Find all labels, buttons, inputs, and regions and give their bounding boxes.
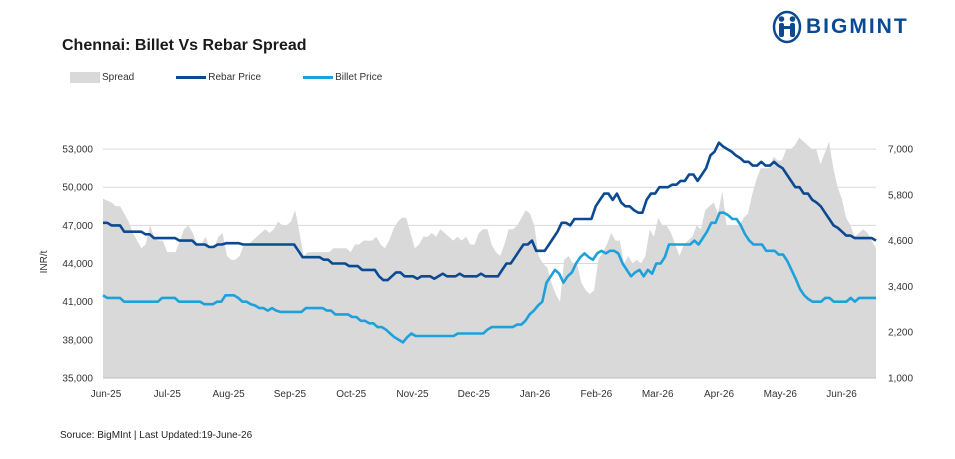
y-tick-label: 41,000 [62,297,93,308]
legend-swatch-rebar [176,76,207,79]
x-tick-label: Jul-25 [154,389,182,400]
x-tick-label: Feb-26 [581,389,613,400]
y-tick-label: 47,000 [62,221,93,232]
legend-item-rebar: Rebar Price [176,72,261,83]
y2-tick-label: 1,000 [888,374,913,385]
y-tick-label: 38,000 [62,335,93,346]
legend-swatch-spread [70,72,100,83]
legend-item-spread: Spread [70,72,134,83]
series-rebar-line [103,141,877,282]
y-axis-right: 1,000 2,200 3,400 4,600 5,800 7,000 [888,145,913,385]
y2-tick-label: 4,600 [888,236,913,247]
y-tick-label: 50,000 [62,183,93,194]
legend-label-billet: Billet Price [335,72,383,83]
x-tick-label: Aug-25 [212,389,245,400]
x-tick-label: Apr-26 [704,389,734,400]
y2-tick-label: 7,000 [888,145,913,156]
x-tick-label: Dec-25 [458,389,491,400]
y-axis-left: 35,000 38,000 41,000 44,000 47,000 50,000 53,0… [62,145,93,385]
series-billet-line [102,211,876,344]
chart-title: Chennai: Billet Vs Rebar Spread [62,37,307,54]
x-tick-label: Jan-26 [520,389,551,400]
chart-legend: Spread Rebar Price Billet Price [70,72,424,83]
legend-label-rebar: Rebar Price [208,72,262,83]
x-tick-label: Mar-26 [642,389,674,400]
y2-tick-label: 2,200 [888,328,913,339]
x-tick-label: Jun-25 [91,389,122,400]
y-tick-label: 44,000 [62,259,93,270]
legend-label-spread: Spread [102,72,135,83]
brand-logo: BIGMINT [772,10,909,44]
series-spread-area [103,137,876,378]
x-tick-label: Jun-26 [826,389,857,400]
x-axis: Jun-25 Jul-25 Aug-25 Sep-25 Oct-25 Nov-25 Dec-… [91,389,858,400]
brand-name: BIGMINT [806,15,909,38]
y-tick-label: 53,000 [62,145,93,156]
source-note: Soruce: BigMInt | Last Updated:19-June-2… [60,430,253,441]
legend-swatch-billet [303,76,334,79]
x-tick-label: May-26 [764,389,798,400]
bigmint-people-icon [772,10,802,44]
x-tick-label: Sep-25 [274,389,307,400]
legend-item-billet: Billet Price [303,72,382,83]
y2-tick-label: 5,800 [888,190,913,201]
y-tick-label: 35,000 [62,374,93,385]
x-tick-label: Oct-25 [336,389,366,400]
x-tick-label: Nov-25 [396,389,429,400]
y2-tick-label: 3,400 [888,282,913,293]
y-axis-label: INR/t [39,250,50,273]
